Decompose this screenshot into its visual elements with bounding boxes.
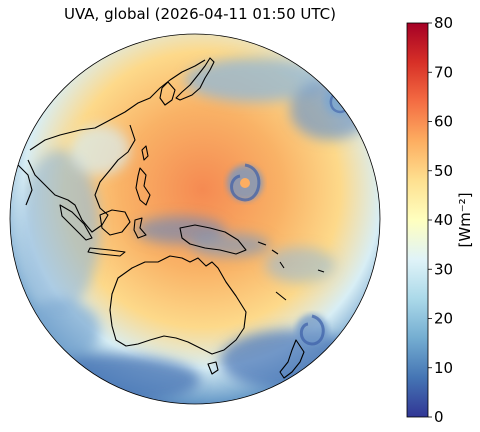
coast-sulawesi (133, 217, 147, 239)
coast-japan (175, 57, 215, 101)
globe (10, 34, 380, 404)
coast-philippines (135, 167, 151, 206)
colorbar-tick-label: 80 (434, 14, 453, 32)
coast-new-zealand (279, 339, 305, 379)
cyclone-west-pacific (227, 163, 263, 202)
colorbar: 0 10 20 30 40 50 60 70 80 [Wm⁻²] (406, 14, 474, 426)
colorbar-ticks: 0 10 20 30 40 50 60 70 80 (428, 14, 453, 426)
coast-tasmania (207, 361, 219, 375)
coast-borneo (99, 209, 131, 236)
coast-fiji (317, 269, 325, 273)
coast-new-guinea (179, 224, 247, 255)
coast-australia (109, 255, 247, 355)
cyclone-south-pacific (296, 314, 328, 346)
colorbar-tick-label: 70 (434, 63, 453, 81)
coast-sumatra (59, 204, 93, 241)
cyclone-north-east (324, 84, 356, 116)
colorbar-tick-label: 10 (434, 359, 453, 377)
coast-solomon (257, 241, 285, 269)
coast-new-caledonia (275, 291, 287, 301)
colorbar-ramp (406, 22, 429, 418)
colorbar-tick-label: 60 (434, 113, 453, 131)
colorbar-unit-label: [Wm⁻²] (456, 192, 474, 247)
coastlines (17, 57, 325, 379)
figure-title: UVA, global (2026-04-11 01:50 UTC) (64, 5, 336, 23)
colorbar-tick-label: 30 (434, 260, 453, 278)
coast-java (87, 247, 126, 257)
coast-taiwan (141, 145, 149, 161)
colorbar-tick-label: 20 (434, 310, 453, 328)
coast-korea (159, 81, 176, 106)
colorbar-tick-label: 50 (434, 162, 453, 180)
colorbar-tick-label: 0 (434, 408, 444, 426)
globe-outline (9, 33, 381, 405)
colorbar-tick-label: 40 (434, 211, 453, 229)
coast-asia (27, 59, 206, 233)
coast-india (17, 164, 33, 206)
